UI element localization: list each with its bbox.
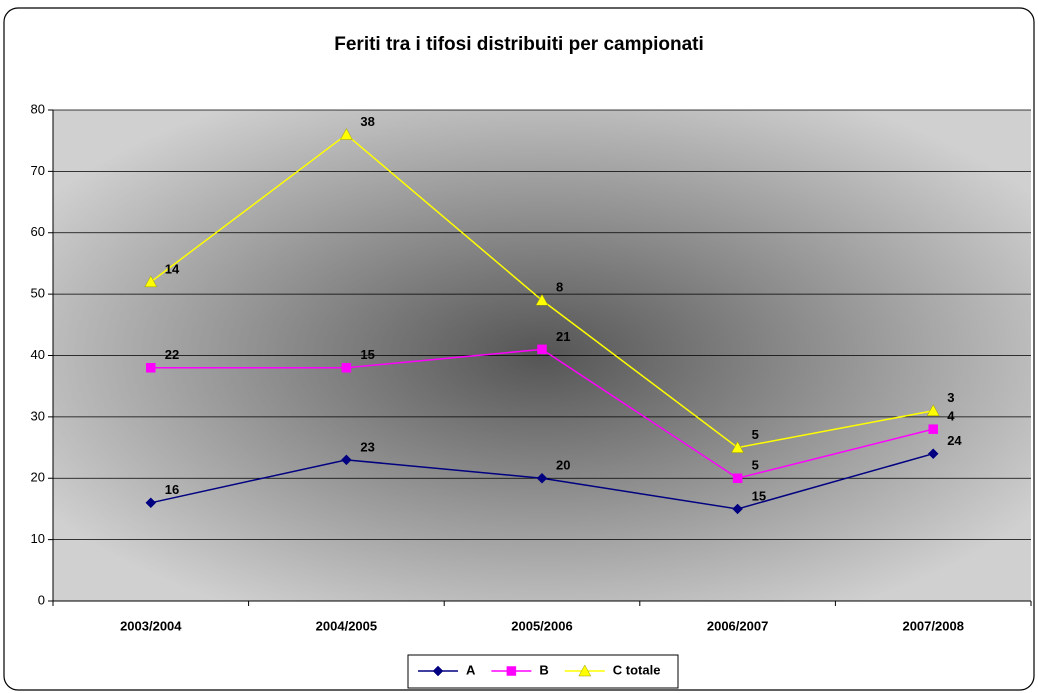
data-point [927, 448, 939, 460]
x-tick-label: 2005/2006 [511, 618, 572, 633]
data-point [536, 472, 548, 484]
data-point [145, 497, 157, 509]
data-point [341, 454, 352, 466]
data-label: 14 [165, 261, 180, 276]
y-tick-label: 20 [31, 470, 45, 485]
y-tick-label: 80 [31, 101, 45, 116]
chart-title: Feriti tra i tifosi distribuiti per camp… [334, 34, 704, 55]
y-tick-label: 40 [31, 347, 45, 362]
legend-marker [506, 666, 517, 676]
data-point [144, 275, 158, 288]
x-tick-label: 2006/2007 [707, 618, 768, 633]
y-tick-label: 30 [31, 408, 45, 423]
data-point [926, 404, 940, 416]
x-tick-label: 2003/2004 [120, 618, 182, 633]
data-label: 22 [165, 347, 179, 362]
data-label: 5 [752, 458, 759, 473]
data-label: 15 [360, 347, 374, 362]
x-tick-label: 2007/2008 [902, 618, 963, 633]
y-tick-label: 70 [31, 163, 45, 178]
legend-label: B [539, 662, 548, 677]
data-point [146, 363, 156, 373]
data-point [341, 363, 352, 373]
data-label: 3 [947, 390, 954, 405]
data-label: 4 [947, 409, 955, 424]
data-point [731, 441, 745, 453]
legend-label: A [466, 662, 476, 677]
data-label: 8 [556, 280, 563, 295]
legend-marker [578, 664, 592, 677]
data-label: 24 [947, 433, 962, 448]
data-label: 21 [556, 329, 570, 344]
data-point [732, 503, 743, 515]
y-tick-label: 50 [31, 286, 45, 301]
y-tick-label: 60 [31, 224, 45, 239]
data-label: 38 [360, 114, 374, 129]
y-tick-label: 10 [31, 531, 45, 546]
data-label: 20 [556, 458, 570, 473]
data-label: 23 [360, 439, 374, 454]
data-point [732, 473, 743, 483]
x-tick-label: 2004/2005 [316, 618, 377, 633]
legend-label: C totale [613, 662, 661, 677]
legend-marker [432, 665, 444, 677]
data-point [537, 344, 547, 355]
data-label: 16 [165, 482, 179, 497]
y-tick-label: 0 [38, 592, 45, 607]
data-label: 15 [752, 488, 766, 503]
data-point [928, 424, 938, 434]
data-point [535, 293, 549, 306]
data-label: 5 [752, 427, 759, 442]
data-point [339, 128, 353, 140]
